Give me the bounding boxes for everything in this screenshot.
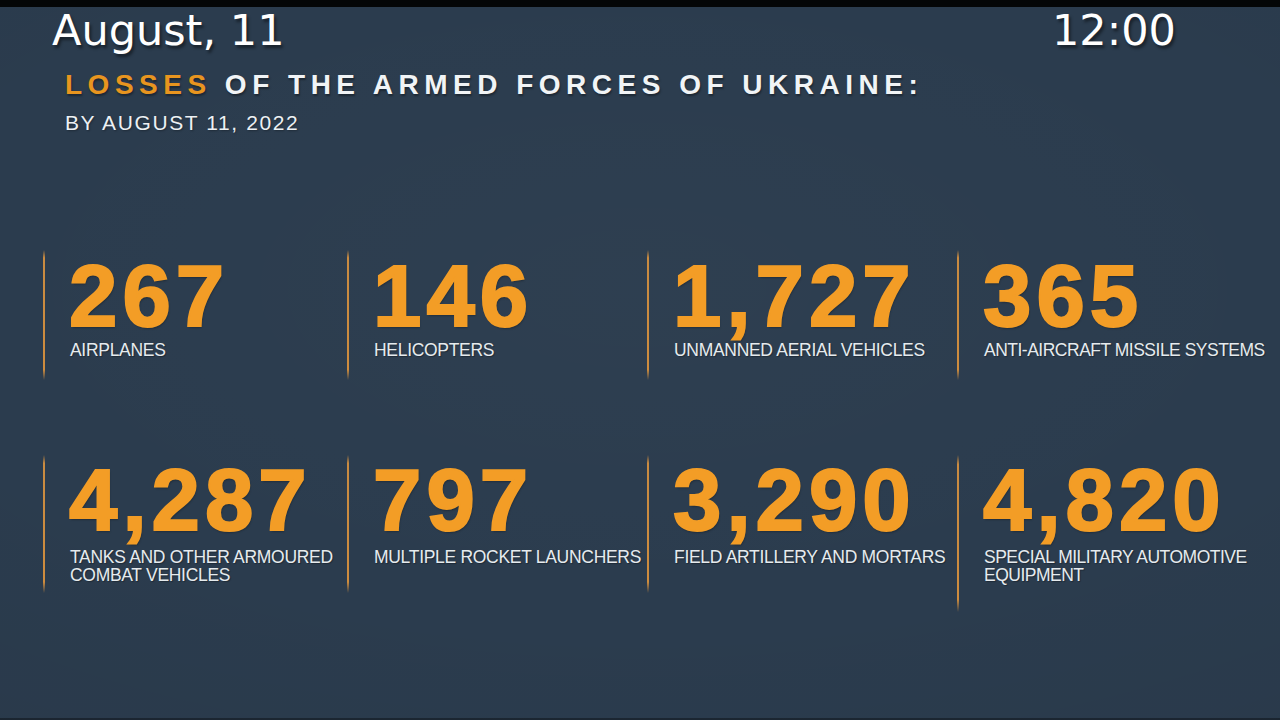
broadcast-time: 12:00 bbox=[1052, 5, 1176, 55]
divider-line bbox=[647, 250, 649, 380]
divider-line bbox=[957, 250, 959, 380]
stat-value: 146 bbox=[373, 252, 533, 339]
stat-label: AIRPLANES bbox=[70, 341, 166, 360]
stat-value: 3,290 bbox=[673, 456, 916, 543]
page-title: LOSSES OF THE ARMED FORCES OF UKRAINE: bbox=[65, 68, 923, 102]
stat-label: TANKS AND OTHER ARMOURED COMBAT VEHICLES bbox=[70, 548, 333, 585]
stat-label: HELICOPTERS bbox=[374, 341, 494, 360]
stat-value: 4,820 bbox=[983, 456, 1226, 543]
title-rest: OF THE ARMED FORCES OF UKRAINE: bbox=[212, 69, 924, 100]
stat-value: 365 bbox=[983, 252, 1143, 339]
stat-value: 267 bbox=[69, 252, 229, 339]
title-highlight: LOSSES bbox=[65, 69, 212, 100]
divider-line bbox=[347, 455, 349, 593]
divider-line bbox=[347, 250, 349, 380]
background-vignette bbox=[0, 0, 1280, 720]
broadcast-date: August, 11 bbox=[52, 5, 285, 55]
divider-line bbox=[43, 250, 45, 380]
stat-label: MULTIPLE ROCKET LAUNCHERS bbox=[374, 548, 641, 567]
page-subtitle: BY AUGUST 11, 2022 bbox=[65, 110, 299, 136]
stat-value: 4,287 bbox=[69, 456, 312, 543]
stat-label: UNMANNED AERIAL VEHICLES bbox=[674, 341, 925, 360]
stat-value: 797 bbox=[373, 456, 533, 543]
stat-label: FIELD ARTILLERY AND MORTARS bbox=[674, 548, 945, 567]
stat-value: 1,727 bbox=[673, 252, 916, 339]
divider-line bbox=[43, 455, 45, 593]
divider-line bbox=[957, 455, 959, 612]
stat-label: SPECIAL MILITARY AUTOMOTIVE EQUIPMENT bbox=[984, 548, 1247, 585]
divider-line bbox=[647, 455, 649, 593]
stat-label: ANTI-AIRCRAFT MISSILE SYSTEMS bbox=[984, 341, 1265, 360]
